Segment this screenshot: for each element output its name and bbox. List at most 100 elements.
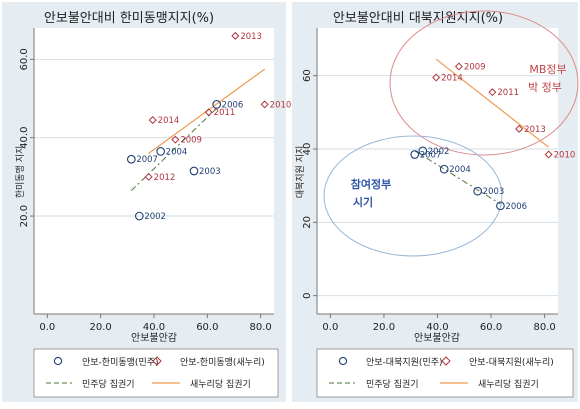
right-point-label-2004: 2004 — [449, 165, 471, 175]
left-point-label-2010: 2010 — [270, 100, 292, 110]
right-y-axis-label: 대북지원 지지 — [295, 146, 306, 199]
left-diamond-point-1 — [171, 135, 180, 144]
right-circle-point-4 — [410, 150, 420, 159]
left-y-ticks: 20.0 40.0 60.0 — [19, 48, 34, 227]
left-plot-area — [34, 28, 274, 314]
left-diamond-point-3 — [204, 108, 213, 117]
left-point-label-2002: 2002 — [144, 212, 166, 222]
right-solid-trend-line — [435, 58, 549, 148]
right-circle-point-1 — [473, 186, 483, 196]
right-point-label-2003: 2003 — [483, 187, 505, 197]
right-legend-diamond-marker — [441, 356, 451, 366]
right-point-label-2007: 2007 — [420, 151, 442, 161]
right-point-label-2009: 2009 — [464, 63, 486, 73]
right-point-label-2002: 2002 — [428, 147, 450, 157]
left-point-label-2009: 2009 — [180, 136, 202, 146]
right-x-tick-label-0: 0.0 — [322, 322, 338, 333]
right-legend-label-2: 안보-대북지원(새누리) — [469, 357, 554, 368]
right-diamond-point-3 — [515, 124, 524, 133]
right-trend-lines — [414, 58, 549, 205]
right-chart-title-box — [298, 8, 538, 26]
left-diamond-point-4 — [260, 100, 269, 109]
right-diamond-point-4 — [544, 150, 553, 159]
right-point-label-2010: 2010 — [554, 151, 576, 161]
right-x-tick-label-1: 20.0 — [373, 322, 395, 333]
right-legend-label-4: 새누리당 집권기 — [478, 378, 539, 390]
left-circle-point-3 — [212, 100, 222, 109]
left-y-tick-label-0: 20.0 — [19, 205, 30, 227]
left-legend-diamond-marker — [152, 356, 162, 366]
right-point-label-2013: 2013 — [524, 125, 546, 135]
left-diamond-point-2 — [148, 116, 157, 125]
left-x-tick-label-3: 60.0 — [196, 322, 218, 333]
left-diamond-point-5 — [231, 31, 240, 40]
right-x-axis-label: 안보불안감 — [414, 332, 460, 344]
left-gridlines — [34, 58, 274, 217]
left-point-label-2004: 2004 — [166, 147, 188, 157]
left-chart-title: 안보불안대비 한미동맹지지(%) — [44, 11, 214, 26]
right-diamond-point-0 — [454, 62, 463, 71]
left-legend-label-3: 민주당 집권기 — [82, 378, 135, 390]
left-chart-title-box — [8, 8, 250, 26]
right-x-tick-label-3: 60.0 — [480, 322, 502, 333]
right-legend-circle-marker — [338, 356, 348, 366]
right-dashed-trend-line — [414, 150, 501, 205]
left-point-label-2006: 2006 — [222, 100, 244, 110]
left-diamond-point-0 — [144, 172, 153, 181]
right-x-tick-label-4: 80.0 — [533, 322, 555, 333]
left-y-axis-label: 한미동맹 지지 — [15, 146, 26, 199]
right-y-tick-label-1: 20 — [302, 216, 313, 229]
right-y-tick-label-0: 0 — [302, 292, 313, 298]
right-point-label-2014: 2014 — [441, 74, 463, 84]
right-y-tick-label-3: 60 — [302, 69, 313, 82]
left-legend-label-1: 안보-한미동맹(민주) — [82, 357, 159, 368]
right-x-ticks: 0.0 20.0 40.0 60.0 80.0 — [322, 314, 556, 333]
left-circle-point-0 — [134, 211, 144, 221]
left-legend-label-2: 안보-한미동맹(새누리) — [180, 357, 265, 368]
right-diamond-point-2 — [488, 88, 497, 97]
left-chart: 안보불안대비 한미동맹지지(%) 0.0 20.0 40.0 60.0 80.0 20.… — [2, 2, 291, 402]
left-x-tick-label-2: 40.0 — [143, 322, 165, 333]
participatory-period-ellipse — [323, 135, 503, 257]
left-legend — [33, 348, 279, 398]
right-chart: 안보불안대비 대북지원지지(%) 0.0 20.0 40.0 60.0 80.0 0 20… — [292, 2, 579, 402]
right-circle-point-2 — [439, 164, 449, 174]
annotation-mb-government: MB정부 — [529, 63, 566, 76]
annotation-park-government: 박 정부 — [528, 81, 562, 94]
right-legend — [316, 348, 574, 398]
left-x-axis-label: 안보불안감 — [131, 332, 177, 344]
left-point-label-2003: 2003 — [199, 167, 221, 177]
left-point-label-2013: 2013 — [240, 32, 262, 42]
left-y-tick-label-2: 60.0 — [19, 48, 30, 70]
right-point-label-2006: 2006 — [505, 202, 527, 212]
right-plot-area — [317, 28, 558, 314]
left-point-label-2012: 2012 — [154, 173, 176, 183]
left-point-label-2014: 2014 — [158, 116, 180, 126]
left-x-tick-label-0: 0.0 — [39, 322, 55, 333]
right-circle-point-3 — [496, 201, 505, 211]
right-point-label-2011: 2011 — [497, 88, 519, 98]
right-circle-point-0 — [418, 146, 428, 156]
left-circle-point-1 — [189, 166, 199, 176]
right-x-tick-label-2: 40.0 — [426, 322, 448, 333]
annotation-participatory-government: 참여정부 — [351, 177, 391, 191]
right-legend-label-1: 안보-대북지원(민주) — [366, 357, 443, 368]
left-legend-circle-marker — [53, 356, 63, 366]
annotation-period: 시기 — [353, 195, 373, 209]
left-x-tick-label-1: 20.0 — [90, 322, 112, 333]
right-diamond-point-1 — [432, 73, 441, 82]
left-y-tick-label-1: 40.0 — [19, 127, 30, 149]
left-point-label-2011: 2011 — [214, 108, 236, 118]
left-x-tick-label-4: 80.0 — [250, 322, 272, 333]
right-period-ellipses — [323, 10, 579, 257]
right-y-ticks: 0 20 40 60 — [302, 69, 317, 299]
right-y-tick-label-2: 40 — [302, 143, 313, 156]
left-circle-point-2 — [156, 147, 166, 156]
left-x-ticks: 0.0 20.0 40.0 60.0 80.0 — [39, 314, 272, 333]
mb-park-period-ellipse — [389, 10, 579, 156]
left-point-label-2007: 2007 — [136, 155, 158, 165]
